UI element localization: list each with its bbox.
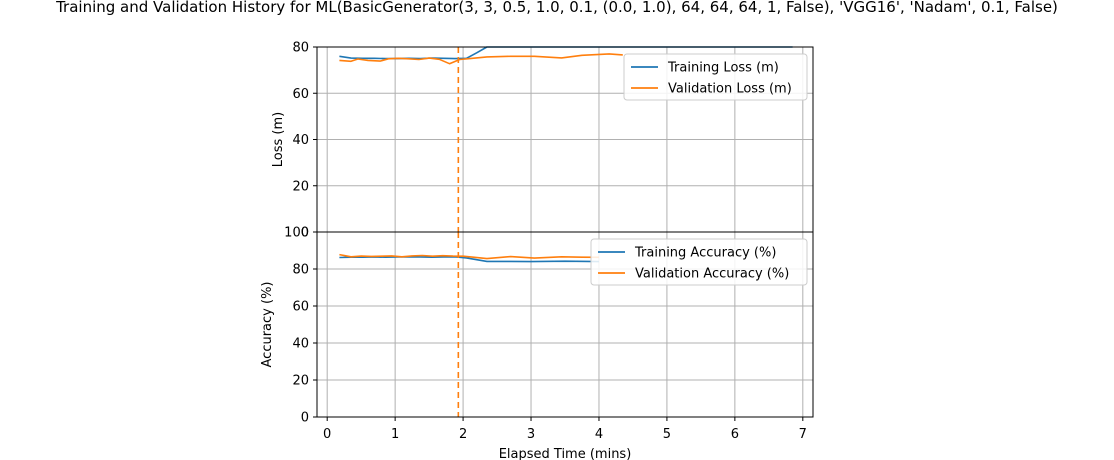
x-tick-label: 7 bbox=[799, 427, 807, 442]
y-tick-label: 40 bbox=[292, 337, 309, 352]
x-tick-label: 3 bbox=[527, 427, 535, 442]
y-tick-label: 0 bbox=[301, 226, 309, 241]
legend-entry-label: Validation Loss (m) bbox=[668, 82, 792, 97]
legend: Training Accuracy (%) Validation Accuracy… bbox=[590, 238, 808, 286]
x-tick-label: 4 bbox=[595, 427, 603, 442]
loss-panel: 0 20 40 60 80 Loss (m) Training Loss (m) Valida… bbox=[271, 41, 814, 241]
y-tick-label: 0 bbox=[301, 411, 309, 426]
y-tick-label: 60 bbox=[292, 87, 309, 102]
legend: Training Loss (m) Validation Loss (m) bbox=[623, 53, 808, 101]
accuracy-panel: 0 20 40 60 80 100 Accuracy (%) 0 1 2 3 4 5 6 7 Training… bbox=[260, 226, 814, 442]
y-tick-label: 80 bbox=[292, 41, 309, 56]
legend-box bbox=[590, 238, 808, 286]
x-axis-label: Elapsed Time (mins) bbox=[499, 447, 632, 460]
y-tick-label: 100 bbox=[284, 226, 309, 241]
y-tick-label: 20 bbox=[292, 374, 309, 389]
chart-title: Training and Validation History for ML(B… bbox=[55, 0, 1058, 16]
validation-series-line bbox=[339, 253, 600, 260]
legend-entry-label: Training Accuracy (%) bbox=[634, 246, 776, 261]
y-tick-label: 80 bbox=[292, 263, 309, 278]
legend-entry-label: Validation Accuracy (%) bbox=[635, 267, 789, 282]
y-tick-label: 20 bbox=[292, 179, 309, 194]
x-tick-label: 5 bbox=[663, 427, 671, 442]
y-tick-label: 40 bbox=[292, 133, 309, 148]
x-tick-label: 1 bbox=[391, 427, 399, 442]
x-tick-label: 2 bbox=[459, 427, 467, 442]
validation-series-line bbox=[339, 53, 623, 65]
x-tick-label: 6 bbox=[731, 427, 739, 442]
y-axis-label: Accuracy (%) bbox=[260, 282, 275, 368]
y-tick-label: 60 bbox=[292, 300, 309, 315]
y-axis-label: Loss (m) bbox=[271, 112, 286, 167]
x-tick-label: 0 bbox=[323, 427, 331, 442]
axes-frame bbox=[316, 231, 814, 418]
legend-box bbox=[623, 53, 808, 101]
legend-entry-label: Training Loss (m) bbox=[667, 61, 779, 76]
